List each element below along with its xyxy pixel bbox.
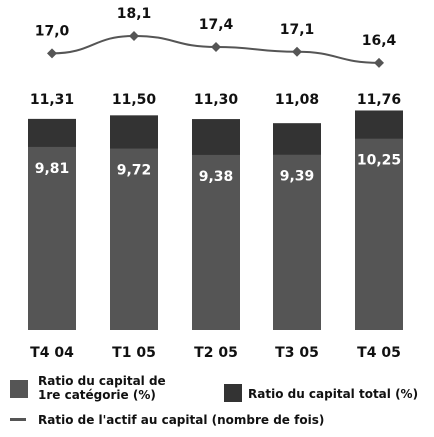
data-label: 11,08 <box>275 92 319 108</box>
data-label: 11,31 <box>30 92 74 108</box>
x-tick-label: T3 05 <box>275 345 319 361</box>
line-marker <box>292 46 302 57</box>
data-label: 16,4 <box>362 33 397 49</box>
bar <box>192 154 240 330</box>
data-label: 10,25 <box>357 153 401 169</box>
data-label: 18,1 <box>117 6 152 22</box>
legend-label: Ratio de l'actif au capital (nombre de f… <box>38 413 325 427</box>
bar <box>110 148 158 330</box>
x-tick-label: T1 05 <box>112 345 156 361</box>
data-label: 17,4 <box>199 17 234 33</box>
data-label: 17,1 <box>280 22 315 38</box>
data-label: 9,39 <box>280 169 315 185</box>
data-label: 17,0 <box>35 23 70 39</box>
line-marker <box>211 42 221 53</box>
data-label: 11,50 <box>112 92 157 108</box>
legend-swatch <box>224 384 242 402</box>
x-tick-label: T4 05 <box>357 345 401 361</box>
bar <box>28 146 76 330</box>
legend-swatch <box>10 380 28 398</box>
data-label: 9,72 <box>117 163 152 179</box>
bar <box>355 138 403 330</box>
data-label: 11,76 <box>357 92 401 108</box>
data-label: 9,38 <box>199 169 234 185</box>
legend-label: Ratio du capital total (%) <box>248 387 419 401</box>
data-label: 11,30 <box>194 92 239 108</box>
legend-label: Ratio du capital de 1re catégorie (%) <box>38 374 166 402</box>
bar <box>273 154 321 330</box>
x-tick-label: T2 05 <box>194 345 238 361</box>
data-label: 9,81 <box>35 161 70 177</box>
line-marker <box>374 57 384 68</box>
line-marker <box>47 48 57 59</box>
x-tick-label: T4 04 <box>30 345 74 361</box>
line-marker <box>129 30 139 41</box>
legend-swatch <box>10 418 26 421</box>
